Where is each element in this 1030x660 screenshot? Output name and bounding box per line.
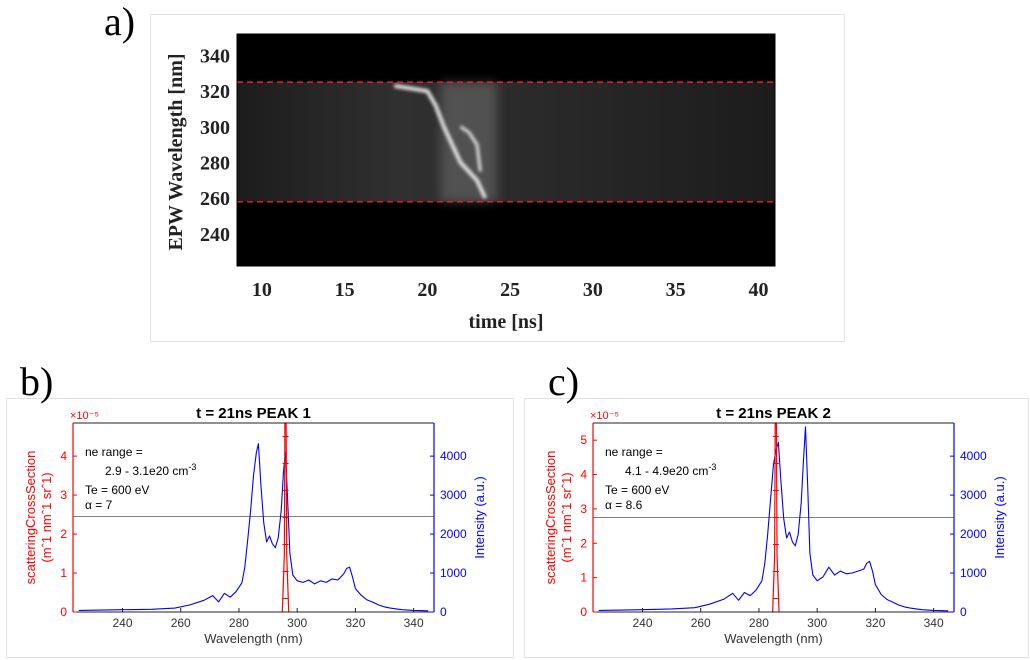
chart-b-xtick-label-5: 340 xyxy=(404,616,424,630)
panel-a-letter: a) xyxy=(104,0,136,44)
chart-b-annotation-line4: α = 7 xyxy=(85,498,113,512)
heatmap-xlabel: time [ns] xyxy=(469,311,544,333)
chart-b-ytick-label-0: 0 xyxy=(60,605,67,619)
chart-b-xlabel: Wavelength (nm) xyxy=(204,631,303,646)
heatmap-axes-box xyxy=(236,33,776,267)
chart-c-xtick-label-3: 300 xyxy=(807,616,827,630)
chart-b-ytick-label-4: 4 xyxy=(60,449,67,463)
chart-c-y2tick-label-1: 1000 xyxy=(960,566,987,580)
chart-c-xtick-label-2: 280 xyxy=(749,616,769,630)
chart-b-ylabel: scatteringCrossSection xyxy=(23,451,38,585)
chart-b-annotation-line3: Te = 600 eV xyxy=(85,483,149,497)
chart-c-annotation-line2-sup: -3 xyxy=(708,462,716,472)
chart-c-title: t = 21ns PEAK 2 xyxy=(716,405,831,422)
chart-b-annotation-line2-sup: -3 xyxy=(188,462,196,472)
chart-c-ylabel: scatteringCrossSection xyxy=(543,451,558,585)
chart-c-ytick-label-2: 2 xyxy=(580,536,587,550)
chart-b-title: t = 21ns PEAK 1 xyxy=(196,405,311,422)
heatmap-feature-1 xyxy=(459,125,482,172)
chart-c-ytick-label-1: 1 xyxy=(580,571,587,585)
chart-c-annotation-line3: Te = 600 eV xyxy=(605,483,669,497)
chart-b-y2tick-label-1: 1000 xyxy=(440,566,467,580)
chart-c-xtick-label-1: 260 xyxy=(691,616,711,630)
heatmap-ytick-label-0: 240 xyxy=(200,224,230,246)
chart-c-ytick-label-4: 4 xyxy=(580,468,587,482)
chart-b-annotation-line2-main: 2.9 - 3.1e20 cm xyxy=(105,464,188,478)
heatmap-xtick-label-3: 25 xyxy=(500,279,520,301)
chart-b-ytick-label-1: 1 xyxy=(60,566,67,580)
heatmap-ytick-label-4: 320 xyxy=(200,81,230,103)
chart-c-y-exponent: ×10⁻⁵ xyxy=(590,410,619,422)
chart-b-y2label: Intensity (a.u.) xyxy=(472,476,487,558)
chart-c-xtick-label-0: 240 xyxy=(632,616,652,630)
chart-c-xtick-label-5: 340 xyxy=(924,616,944,630)
chart-c-xtick-label-4: 320 xyxy=(865,616,885,630)
chart-b-y2tick-label-0: 0 xyxy=(440,605,447,619)
chart-b-xtick-label-2: 280 xyxy=(229,616,249,630)
heatmap-ytick-label-3: 300 xyxy=(200,117,230,139)
chart-c-ytick-label-5: 5 xyxy=(580,433,587,447)
chart-b-ytick-label-2: 2 xyxy=(60,527,67,541)
heatmap-ytick-label-1: 260 xyxy=(200,188,230,210)
chart-c-annotation-line4: α = 8.6 xyxy=(605,498,643,512)
heatmap-ytick-label-5: 340 xyxy=(200,45,230,67)
panel-b-letter: b) xyxy=(20,359,54,404)
chart-b-y2tick-label-2: 2000 xyxy=(440,527,467,541)
chart-c-annotation-line2-main: 4.1 - 4.9e20 cm xyxy=(625,464,708,478)
heatmap-xtick-label-4: 30 xyxy=(583,279,603,301)
heatmap-ylabel: EPW Wavelength [nm] xyxy=(165,53,187,250)
chart-c-ytick-label-3: 3 xyxy=(580,502,587,516)
heatmap-signal-band xyxy=(237,82,775,202)
chart-b-xtick-label-0: 240 xyxy=(112,616,132,630)
chart-b-y-exponent: ×10⁻⁵ xyxy=(70,410,99,422)
chart-c-y2label: Intensity (a.u.) xyxy=(992,476,1007,558)
heatmap-ytick-label-2: 280 xyxy=(200,152,230,174)
chart-c-annotation-line1: ne range = xyxy=(605,445,663,459)
heatmap-feature-0 xyxy=(393,83,488,200)
chart-b-xtick-label-1: 260 xyxy=(171,616,191,630)
chart-c-xlabel: Wavelength (nm) xyxy=(724,631,823,646)
chart-c-series-intensity-0 xyxy=(598,426,949,612)
chart-c-y2tick-label-3: 3000 xyxy=(960,488,987,502)
chart-b-y2tick-label-3: 3000 xyxy=(440,488,467,502)
heatmap-xtick-label-1: 15 xyxy=(335,279,355,301)
chart-b-xtick-label-4: 320 xyxy=(345,616,365,630)
chart-c-y2tick-label-2: 2000 xyxy=(960,527,987,541)
chart-b-y2tick-label-4: 4000 xyxy=(440,449,467,463)
chart-c-y2tick-label-0: 0 xyxy=(960,605,967,619)
chart-c-annotation-line2: 4.1 - 4.9e20 cm-3 xyxy=(625,462,716,478)
heatmap-xtick-label-6: 40 xyxy=(748,279,768,301)
chart-b-xtick-label-3: 300 xyxy=(287,616,307,630)
chart-b-ylabel-units: (mˆ1 nmˆ1 srˆ1) xyxy=(39,472,54,562)
chart-b-annotation-line1: ne range = xyxy=(85,445,143,459)
chart-b-ytick-label-3: 3 xyxy=(60,488,67,502)
chart-b-annotation-line2: 2.9 - 3.1e20 cm-3 xyxy=(105,462,196,478)
heatmap-xtick-label-0: 10 xyxy=(252,279,272,301)
panel-c-letter: c) xyxy=(548,359,580,404)
chart-c-ylabel-units: (mˆ1 nmˆ1 srˆ1) xyxy=(559,472,574,562)
chart-c-ytick-label-0: 0 xyxy=(580,605,587,619)
heatmap-xtick-label-5: 35 xyxy=(666,279,686,301)
chart-c-y2tick-label-4: 4000 xyxy=(960,449,987,463)
heatmap-xtick-label-2: 20 xyxy=(417,279,437,301)
chart-b-plot-area xyxy=(73,423,434,612)
